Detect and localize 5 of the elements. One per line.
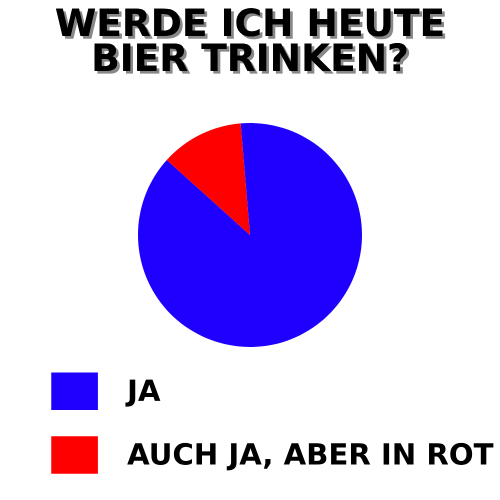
legend-label: JA bbox=[125, 380, 160, 407]
legend-label: AUCH JA, ABER IN ROT bbox=[127, 442, 494, 470]
pie-slice bbox=[166, 123, 250, 235]
pie-slice bbox=[138, 123, 362, 347]
chart-title: WERDE ICH HEUTE BIER TRINKEN? bbox=[56, 8, 446, 74]
